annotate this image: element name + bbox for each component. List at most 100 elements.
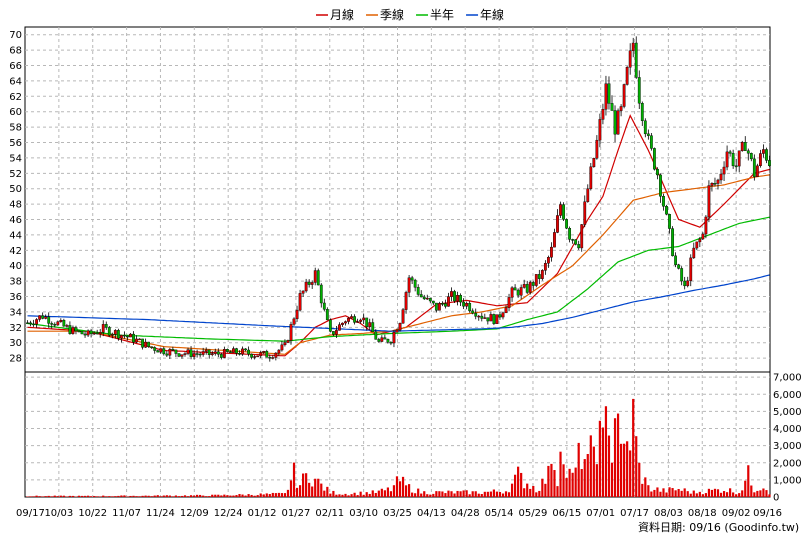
volume-bar [444,493,447,497]
volume-bar [710,489,714,497]
volume-bar [123,495,126,497]
volume-bar [362,494,365,497]
candle-up [359,319,363,322]
candle-down [153,347,157,351]
date-tick-label: 10/03 [44,508,73,519]
candle-down [162,348,166,355]
candle-up [313,270,317,283]
volume-bar [202,495,205,497]
candle-up [144,341,148,348]
volume-bar [738,493,741,497]
candle-up [138,338,141,341]
volume-bar [544,483,547,497]
volume-tick-label: 2,000 [773,458,802,469]
candle-up [186,349,190,354]
date-tick-label: 11/07 [112,508,141,519]
candle-down [247,349,250,355]
date-tick-label: 06/15 [552,508,581,519]
volume-panel-frame [24,371,771,498]
volume-bar [305,473,308,497]
candle-down [189,349,193,357]
volume-bar [695,493,698,497]
candle-up [110,334,114,336]
volume-bar [341,494,344,497]
candle-down [74,327,78,332]
date-tick-label: 07/01 [586,508,615,519]
candle-down [537,274,541,279]
candle-up [168,349,172,356]
volume-bar [704,493,707,497]
volume-bar [65,496,68,497]
candle-up [101,324,105,333]
volume-bar [447,490,450,497]
candle-down [68,325,72,334]
volume-bar [159,496,162,497]
candle-up [59,320,63,322]
price-tick-label: 60 [9,107,22,118]
candle-down [198,353,202,356]
volume-bar [492,489,495,497]
candle-up [695,241,699,249]
date-tick-label: 02/11 [315,508,344,519]
candle-up [335,330,338,335]
candle-down [328,319,332,332]
candle-up [280,344,284,351]
volume-bar [656,487,659,497]
candle-up [119,334,123,339]
price-tick-label: 28 [9,354,22,365]
legend-label-0: 月線 [330,7,354,22]
volume-bar [759,490,762,497]
ma-line-3 [27,274,770,332]
candle-down [123,334,126,337]
candle-down [462,301,466,307]
candle-down [422,296,426,300]
candle-down [640,103,644,122]
candle-up [241,348,244,355]
legend-label-1: 季線 [380,7,404,22]
volume-axis-ticks: 0 1,000 2,000 3,000 4,000 5,000 6,000 7,000 [773,373,802,504]
candle-down [637,77,641,104]
volume-bar [598,420,601,497]
volume-bar [722,491,726,497]
volume-bar [311,486,314,497]
volume-bar [532,485,535,497]
legend-label-3: 年線 [480,7,504,22]
volume-bar [459,491,462,497]
volume-bar [404,485,408,497]
candle-up [192,353,196,357]
candle-down [62,320,66,327]
volume-tick-label: 6,000 [773,390,802,401]
volume-bar [244,495,247,497]
volume-bar [547,465,550,497]
candle-down [235,348,238,354]
volume-bar [365,492,368,497]
volume-bar [223,494,226,497]
volume-bar [414,493,417,497]
candle-up [271,357,275,359]
price-tick-label: 54 [9,153,22,164]
volume-bar [56,496,59,497]
candle-down [32,323,35,326]
volume-bar [732,492,735,497]
candle-up [38,315,42,320]
candle-up [437,303,441,311]
candle-down [752,158,756,177]
volume-bar [707,488,711,497]
date-axis-ticks: 09/17 10/03 10/22 11/07 11/24 12/09 12/24 01/12… [16,508,782,519]
volume-bar [53,495,56,497]
volume-bar [768,494,771,497]
candle-up [489,314,493,322]
candle-up [686,280,690,287]
volume-bar [268,494,271,497]
volume-bar [308,482,311,497]
candle-down [643,120,647,135]
volume-bar [205,496,208,497]
volume-bar [32,496,35,497]
candle-up [298,293,302,311]
candle-up [222,349,226,358]
candle-down [607,83,611,104]
candle-up [583,201,587,225]
candle-down [216,351,220,355]
volume-bar [571,472,574,497]
volume-bar [517,466,520,497]
